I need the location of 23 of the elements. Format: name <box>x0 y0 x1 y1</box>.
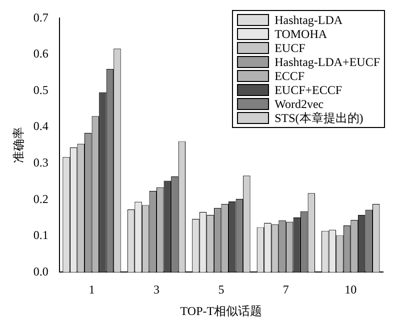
legend-label: EUCF+ECCF <box>274 83 342 97</box>
y-tick-label: 0.4 <box>33 119 48 134</box>
legend-label: Word2vec <box>274 97 324 111</box>
x-tick-label: 7 <box>282 282 289 297</box>
y-axis-title: 准确率 <box>11 127 26 164</box>
x-axis-title: TOP-T相似话题 <box>180 304 262 318</box>
y-tick-label: 0.3 <box>33 156 48 170</box>
y-tick-label: 0.2 <box>33 192 48 206</box>
x-tick-label: 5 <box>218 282 224 297</box>
x-tick-label: 3 <box>153 282 160 297</box>
legend-label: TOMOHA <box>274 27 328 41</box>
y-tick-label: 0.6 <box>33 46 48 61</box>
legend-label: Hashtag-LDA+EUCF <box>274 55 380 69</box>
legend-label: EUCF <box>274 41 306 55</box>
y-tick-label: 0.5 <box>33 82 48 97</box>
legend-label: Hashtag-LDA <box>274 13 343 27</box>
legend-label: STS(本章提出的) <box>274 111 364 125</box>
legend-label: ECCF <box>274 69 305 83</box>
x-tick-label: 1 <box>88 282 95 297</box>
x-tick-label: 10 <box>344 282 357 297</box>
y-tick-label: 0.1 <box>33 228 48 242</box>
y-tick-label: 0.0 <box>33 264 48 278</box>
y-tick-label: 0.7 <box>33 10 48 24</box>
